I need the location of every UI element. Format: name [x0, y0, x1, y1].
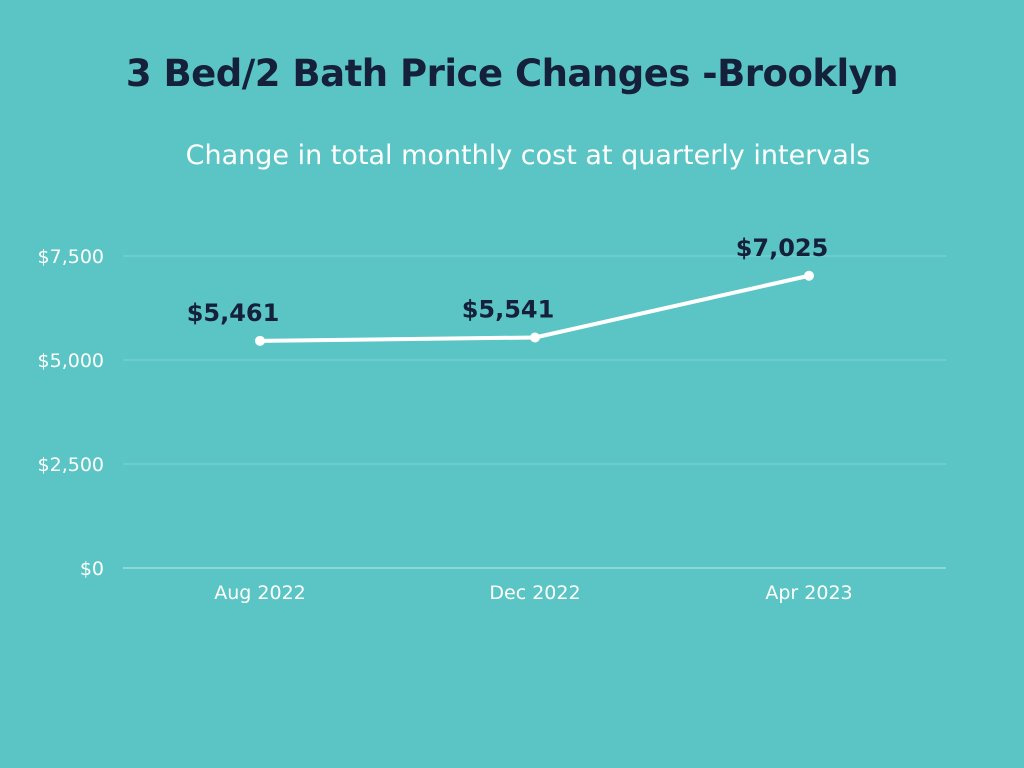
y-tick-label: $7,500	[38, 246, 104, 268]
chart-title: 3 Bed/2 Bath Price Changes -Brooklyn	[125, 52, 899, 95]
y-tick-label: $5,000	[38, 350, 104, 372]
data-label: $5,541	[462, 295, 555, 323]
y-tick-label: $2,500	[38, 454, 104, 476]
data-label: $5,461	[187, 299, 280, 327]
chart-subtitle: Change in total monthly cost at quarterl…	[185, 140, 871, 171]
data-point	[804, 270, 814, 281]
x-tick-label: Aug 2022	[214, 582, 306, 604]
data-label: $7,025	[736, 234, 829, 262]
data-labels: $5,461 $5,541 $7,025	[187, 234, 829, 327]
x-tick-label: Dec 2022	[489, 582, 580, 604]
x-axis-ticks: Aug 2022 Dec 2022 Apr 2023	[214, 582, 852, 604]
grid-lines	[123, 255, 946, 569]
data-point	[255, 335, 265, 346]
data-point	[530, 332, 540, 343]
x-tick-label: Apr 2023	[765, 582, 852, 604]
y-tick-label: $0	[80, 558, 104, 580]
series	[255, 270, 814, 346]
y-axis-ticks: $0 $2,500 $5,000 $7,500	[38, 246, 104, 580]
